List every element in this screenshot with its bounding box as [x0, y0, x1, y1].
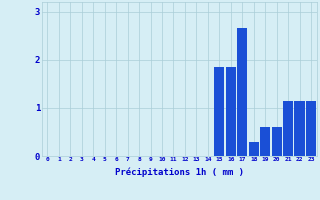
Bar — [306, 101, 316, 156]
Bar — [249, 142, 259, 156]
Bar — [283, 101, 293, 156]
Bar — [260, 127, 270, 156]
X-axis label: Précipitations 1h ( mm ): Précipitations 1h ( mm ) — [115, 168, 244, 177]
Bar — [271, 127, 282, 156]
Bar — [294, 101, 305, 156]
Bar — [214, 67, 225, 156]
Bar — [226, 67, 236, 156]
Bar — [237, 28, 247, 156]
